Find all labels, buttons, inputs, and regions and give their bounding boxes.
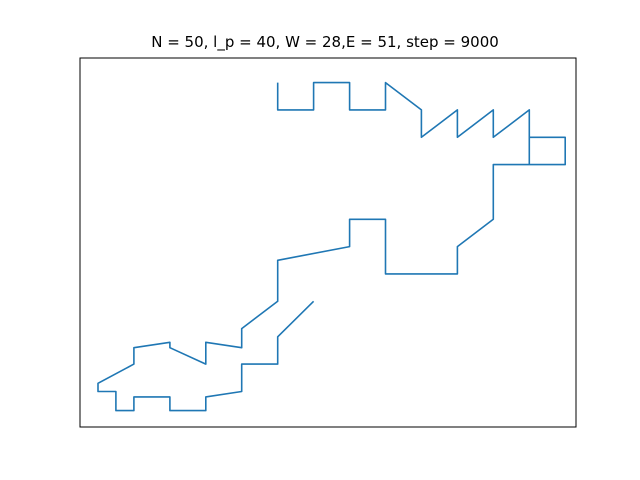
chart-title: N = 50, l_p = 40, W = 28,E = 51, step = …: [151, 33, 499, 51]
plot-area-frame: [79, 57, 577, 428]
series-line-0: [97, 81, 567, 412]
series-layer: [97, 81, 567, 412]
